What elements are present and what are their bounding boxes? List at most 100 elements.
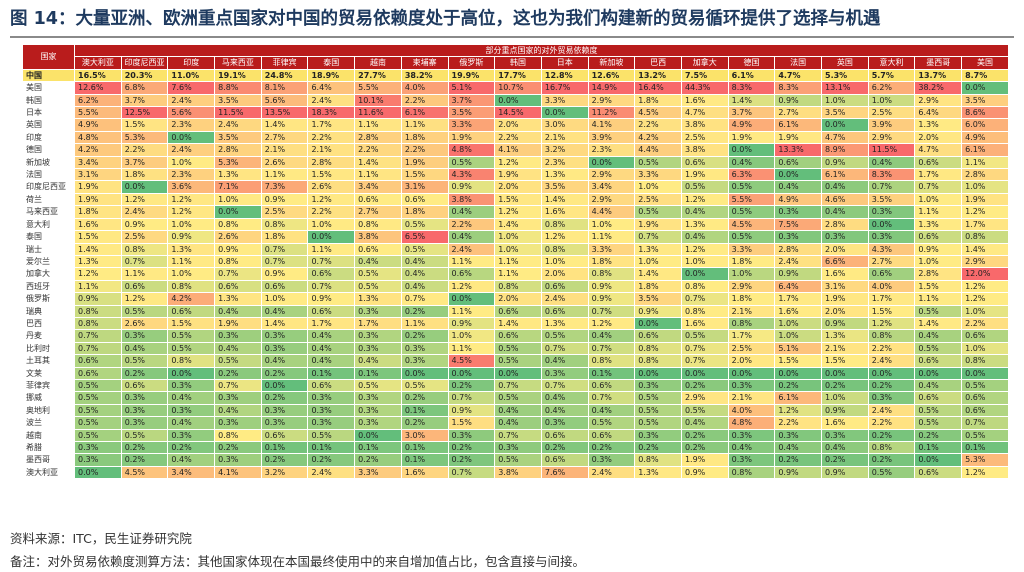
- table-cell: 0.3%: [634, 428, 682, 443]
- table-cell: 1.4%: [961, 242, 1009, 256]
- column-header: 印度: [167, 56, 216, 70]
- table-cell: 0.4%: [494, 416, 542, 430]
- table-cell: 0.0%: [307, 230, 356, 244]
- table-cell: 0.3%: [727, 453, 776, 467]
- table-cell: 7.5%: [680, 68, 729, 83]
- table-row: 奥地利 0.5% 0.3% 0.3% 0.4% 0.3% 0.3% 0.3% 0.1% 0.9% 0…: [22, 403, 1009, 418]
- table-cell: 4.1%: [587, 118, 636, 132]
- table-cell: 0.5%: [727, 180, 776, 194]
- table-cell: 1.2%: [680, 192, 729, 207]
- table-cell: 1.7%: [727, 329, 776, 343]
- table-cell: 11.5%: [867, 143, 916, 157]
- table-cell: 0.2%: [260, 391, 309, 405]
- table-cell: 0.4%: [494, 403, 542, 418]
- row-label: 俄罗斯: [22, 292, 75, 306]
- table-cell: 0.5%: [634, 391, 682, 405]
- table-cell: 0.4%: [400, 279, 449, 294]
- table-cell: 5.5%: [354, 81, 402, 95]
- table-cell: 3.8%: [680, 143, 729, 157]
- table-cell: 0.6%: [914, 230, 963, 244]
- table-cell: 0.6%: [961, 403, 1009, 418]
- table-cell: 2.0%: [494, 118, 542, 132]
- table-cell: 3.5%: [821, 106, 869, 120]
- table-cell: 0.8%: [540, 217, 589, 232]
- table-cell: 1.2%: [167, 192, 216, 207]
- table-cell: 0.9%: [167, 230, 216, 244]
- table-cell: 0.6%: [260, 428, 309, 443]
- table-row: 西班牙 1.1% 0.6% 0.8% 0.6% 0.6% 0.7% 0.5% 0.4% 1.2% 0…: [22, 279, 1009, 294]
- table-cell: 1.1%: [914, 292, 963, 306]
- table-cell: 0.3%: [821, 428, 869, 443]
- table-cell: 0.2%: [307, 453, 356, 467]
- table-cell: 13.3%: [774, 143, 822, 157]
- table-cell: 0.0%: [727, 366, 776, 380]
- table-cell: 0.2%: [354, 453, 402, 467]
- table-cell: 5.3%: [961, 453, 1009, 467]
- table-cell: 1.7%: [867, 292, 916, 306]
- table-cell: 0.8%: [494, 279, 542, 294]
- table-cell: 6.1%: [961, 143, 1009, 157]
- table-cell: 3.4%: [354, 180, 402, 194]
- table-cell: 1.3%: [167, 242, 216, 256]
- table-cell: 1.6%: [540, 205, 589, 219]
- table-cell: 0.9%: [821, 465, 869, 480]
- table-cell: 0.5%: [447, 155, 496, 170]
- table-cell: 0.8%: [260, 217, 309, 232]
- table-cell: 3.5%: [214, 93, 262, 108]
- table-cell: 2.2%: [447, 217, 496, 232]
- table-cell: 1.1%: [307, 242, 356, 256]
- table-cell: 0.8%: [167, 279, 216, 294]
- table-cell: 0.2%: [540, 440, 589, 455]
- table-cell: 0.4%: [167, 416, 216, 430]
- table-cell: 6.2%: [867, 81, 916, 95]
- table-row: 俄罗斯 0.9% 1.2% 4.2% 1.3% 1.0% 0.9% 1.3% 0.7% 0.0% 2…: [22, 292, 1009, 306]
- table-cell: 0.5%: [354, 267, 402, 281]
- table-cell: 2.1%: [260, 143, 309, 157]
- table-cell: 2.4%: [167, 93, 216, 108]
- table-cell: 0.1%: [587, 366, 636, 380]
- table-cell: 0.0%: [540, 106, 589, 120]
- table-cell: 1.2%: [120, 192, 169, 207]
- table-cell: 0.7%: [914, 180, 963, 194]
- table-cell: 3.4%: [167, 465, 216, 480]
- table-cell: 1.2%: [961, 279, 1009, 294]
- table-cell: 0.0%: [167, 366, 216, 380]
- row-label: 墨西哥: [22, 453, 75, 467]
- row-label: 瑞士: [22, 242, 75, 256]
- table-cell: 1.3%: [214, 292, 262, 306]
- table-cell: 0.5%: [400, 217, 449, 232]
- table-cell: 3.5%: [447, 106, 496, 120]
- table-cell: 0.6%: [307, 378, 356, 393]
- table-cell: 0.3%: [120, 416, 169, 430]
- table-cell: 0.8%: [167, 354, 216, 368]
- table-cell: 1.8%: [587, 254, 636, 269]
- table-cell: 2.4%: [587, 465, 636, 480]
- table-cell: 0.0%: [821, 366, 869, 380]
- table-cell: 1.1%: [354, 168, 402, 182]
- table-cell: 0.4%: [774, 440, 822, 455]
- row-label: 中国: [22, 68, 75, 83]
- table-cell: 1.6%: [400, 465, 449, 480]
- table-cell: 0.6%: [354, 192, 402, 207]
- table-cell: 4.1%: [214, 465, 262, 480]
- table-cell: 0.3%: [354, 391, 402, 405]
- table-cell: 1.3%: [540, 316, 589, 331]
- table-cell: 2.4%: [307, 93, 356, 108]
- table-cell: 0.7%: [680, 341, 729, 356]
- table-cell: 0.9%: [587, 279, 636, 294]
- table-cell: 0.6%: [961, 329, 1009, 343]
- table-cell: 2.3%: [587, 143, 636, 157]
- table-row: 意大利 1.6% 0.9% 1.0% 0.8% 0.8% 1.0% 0.8% 0.5% 2.2% 1…: [22, 217, 1009, 232]
- table-cell: 0.5%: [914, 304, 963, 318]
- table-cell: 2.0%: [540, 267, 589, 281]
- row-label: 英国: [22, 118, 75, 132]
- table-cell: 4.0%: [400, 81, 449, 95]
- table-cell: 0.6%: [74, 354, 122, 368]
- table-cell: 0.8%: [680, 304, 729, 318]
- table-cell: 4.8%: [447, 143, 496, 157]
- table-cell: 0.7%: [120, 254, 169, 269]
- table-cell: 12.6%: [587, 68, 636, 83]
- table-cell: 0.5%: [120, 428, 169, 443]
- table-cell: 1.5%: [914, 279, 963, 294]
- row-label: 新加坡: [22, 155, 75, 170]
